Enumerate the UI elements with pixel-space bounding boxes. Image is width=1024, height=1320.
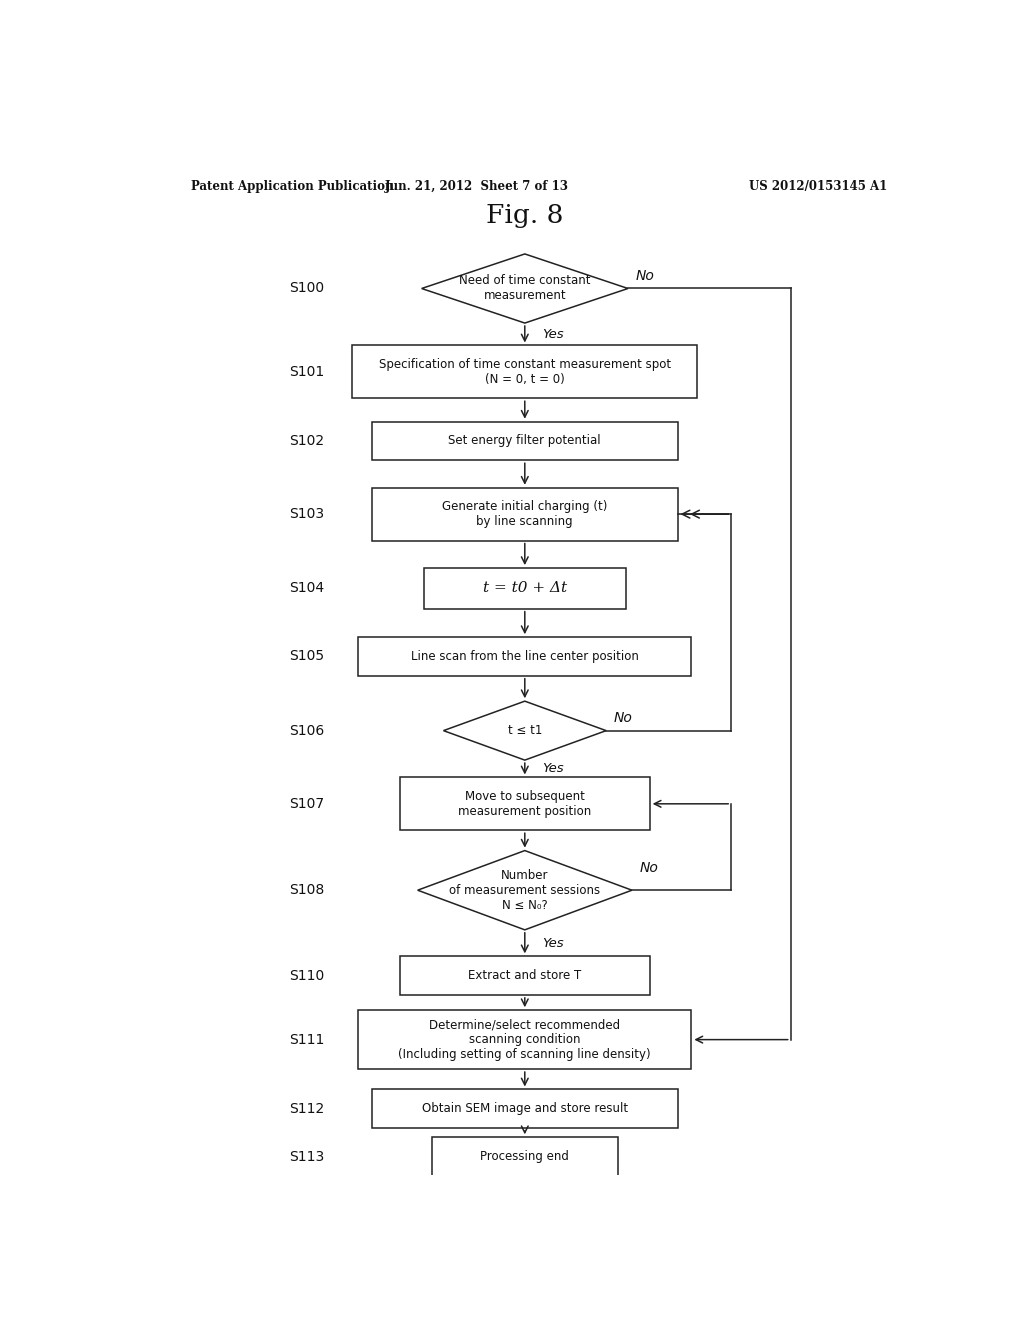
Text: Move to subsequent
measurement position: Move to subsequent measurement position [458, 789, 592, 818]
Text: Line scan from the line center position: Line scan from the line center position [411, 649, 639, 663]
Text: US 2012/0153145 A1: US 2012/0153145 A1 [750, 181, 888, 193]
Text: S108: S108 [289, 883, 325, 898]
Text: Processing end: Processing end [480, 1150, 569, 1163]
Text: t ≤ t1: t ≤ t1 [508, 725, 542, 737]
Text: S112: S112 [289, 1102, 325, 1115]
Text: Obtain SEM image and store result: Obtain SEM image and store result [422, 1102, 628, 1115]
Text: S103: S103 [289, 507, 325, 521]
Text: Jun. 21, 2012  Sheet 7 of 13: Jun. 21, 2012 Sheet 7 of 13 [385, 181, 569, 193]
Text: Set energy filter potential: Set energy filter potential [449, 434, 601, 447]
Text: Number
of measurement sessions
N ≤ N₀?: Number of measurement sessions N ≤ N₀? [450, 869, 600, 912]
FancyBboxPatch shape [358, 638, 691, 676]
Text: S104: S104 [289, 581, 325, 595]
Text: t = t0 + Δt: t = t0 + Δt [482, 581, 567, 595]
FancyBboxPatch shape [399, 777, 650, 830]
Text: Need of time constant
measurement: Need of time constant measurement [459, 275, 591, 302]
Text: Fig. 8: Fig. 8 [486, 203, 563, 228]
FancyBboxPatch shape [372, 421, 678, 461]
Text: S100: S100 [289, 281, 325, 296]
Text: Specification of time constant measurement spot
(N = 0, t = 0): Specification of time constant measureme… [379, 358, 671, 385]
FancyBboxPatch shape [372, 487, 678, 541]
Polygon shape [443, 701, 606, 760]
FancyBboxPatch shape [358, 1010, 691, 1069]
FancyBboxPatch shape [399, 956, 650, 995]
Text: S102: S102 [289, 434, 325, 447]
Text: S106: S106 [289, 723, 325, 738]
Text: Generate initial charging (t)
by line scanning: Generate initial charging (t) by line sc… [442, 500, 607, 528]
Text: Extract and store T: Extract and store T [468, 969, 582, 982]
Polygon shape [422, 253, 628, 323]
Text: S113: S113 [289, 1150, 325, 1163]
Text: No: No [614, 711, 633, 726]
Text: S101: S101 [289, 364, 325, 379]
Text: S111: S111 [289, 1032, 325, 1047]
FancyBboxPatch shape [431, 1138, 618, 1176]
Text: S110: S110 [289, 969, 325, 982]
Text: S105: S105 [289, 649, 325, 664]
Text: Yes: Yes [543, 937, 564, 949]
FancyBboxPatch shape [424, 568, 626, 609]
FancyBboxPatch shape [352, 346, 697, 399]
Text: No: No [636, 269, 654, 284]
Text: No: No [640, 861, 658, 875]
Text: Patent Application Publication: Patent Application Publication [191, 181, 394, 193]
Text: Yes: Yes [543, 327, 564, 341]
Polygon shape [418, 850, 632, 929]
FancyBboxPatch shape [372, 1089, 678, 1129]
Text: S107: S107 [289, 797, 325, 810]
Text: Yes: Yes [543, 762, 564, 775]
Text: Determine/select recommended
scanning condition
(Including setting of scanning l: Determine/select recommended scanning co… [398, 1018, 651, 1061]
